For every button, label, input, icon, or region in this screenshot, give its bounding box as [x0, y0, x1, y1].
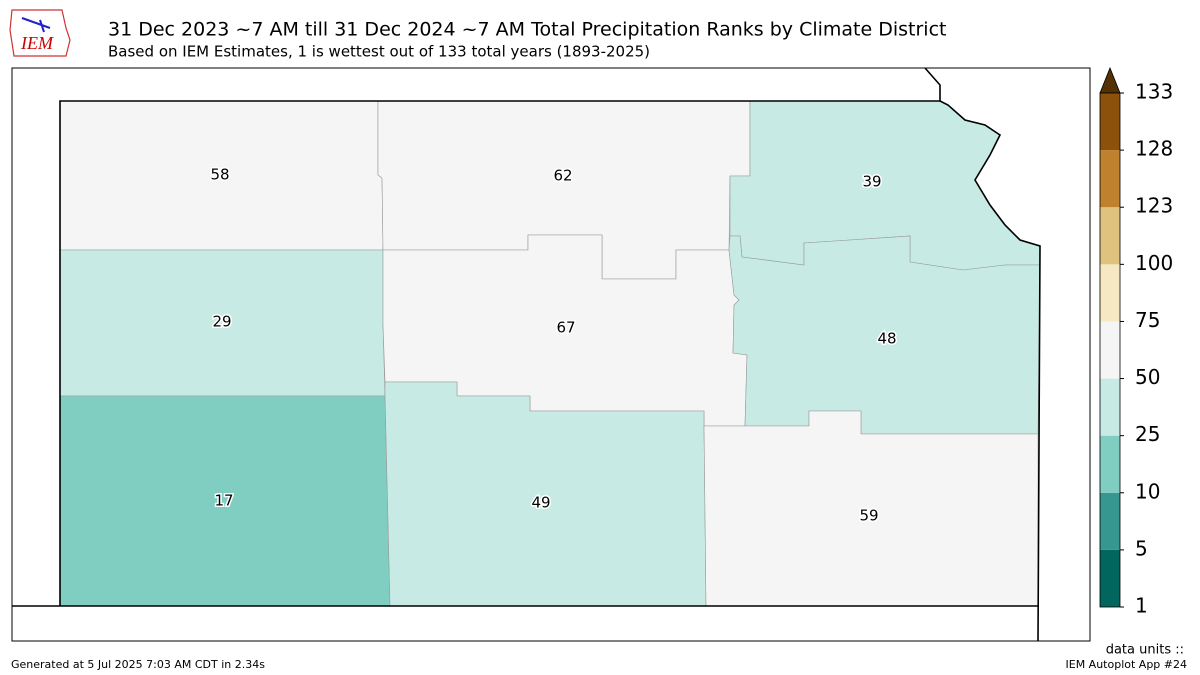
- district-rank: 49: [531, 494, 550, 512]
- colorbar-bin: [1100, 378, 1120, 436]
- title: 31 Dec 2023 ~7 AM till 31 Dec 2024 ~7 AM…: [108, 19, 946, 41]
- colorbar-bin: [1100, 321, 1120, 379]
- colorbar-tick-label: 128: [1135, 137, 1173, 161]
- colorbar: 1 5 10 25 50 75 100 123 128 133: [1099, 66, 1173, 618]
- subtitle: Based on IEM Estimates, 1 is wettest out…: [108, 43, 650, 61]
- district-rank: 67: [556, 319, 575, 337]
- colorbar-tick-label: 133: [1135, 80, 1173, 104]
- district-rank: 29: [212, 313, 231, 331]
- district-rank: 48: [877, 330, 896, 348]
- district-rank: 62: [553, 167, 572, 185]
- district-rank: 59: [859, 507, 878, 525]
- district-rank: 39: [862, 173, 881, 191]
- district: [384, 381, 707, 607]
- colorbar-outline: [1099, 92, 1121, 608]
- colorbar-tick-label: 5: [1135, 536, 1148, 560]
- footer-units: data units ::: [1106, 643, 1184, 658]
- colorbar-bin: [1100, 150, 1120, 208]
- colorbar-bin: [1100, 492, 1120, 550]
- footer-generated: Generated at 5 Jul 2025 7:03 AM CDT in 2…: [11, 658, 265, 671]
- colorbar-tick-label: 10: [1135, 479, 1160, 503]
- colorbar-bin: [1100, 264, 1120, 322]
- colorbar-tick-label: 123: [1135, 194, 1173, 218]
- district-rank: 58: [210, 166, 229, 184]
- borders: [12, 67, 1041, 642]
- colorbar-bin: [1100, 435, 1120, 493]
- colorbar-bin: [1100, 207, 1120, 265]
- colorbar-tick-label: 50: [1135, 365, 1160, 389]
- logo: IEM: [9, 9, 71, 57]
- district-rank: 17: [214, 492, 233, 510]
- colorbar-bin: [1100, 549, 1120, 607]
- colorbar-extend: [1099, 66, 1121, 94]
- logo-text: IEM: [20, 33, 54, 53]
- map: 58 62 39 29 67 48 17 49 59: [59, 100, 1041, 607]
- colorbar-tick-label: 100: [1135, 251, 1173, 275]
- colorbar-bin: [1100, 93, 1120, 151]
- colorbar-tick-label: 25: [1135, 422, 1160, 446]
- footer-app: IEM Autoplot App #24: [1066, 658, 1188, 671]
- colorbar-tick-label: 75: [1135, 308, 1160, 332]
- colorbar-tick-label: 1: [1135, 594, 1148, 618]
